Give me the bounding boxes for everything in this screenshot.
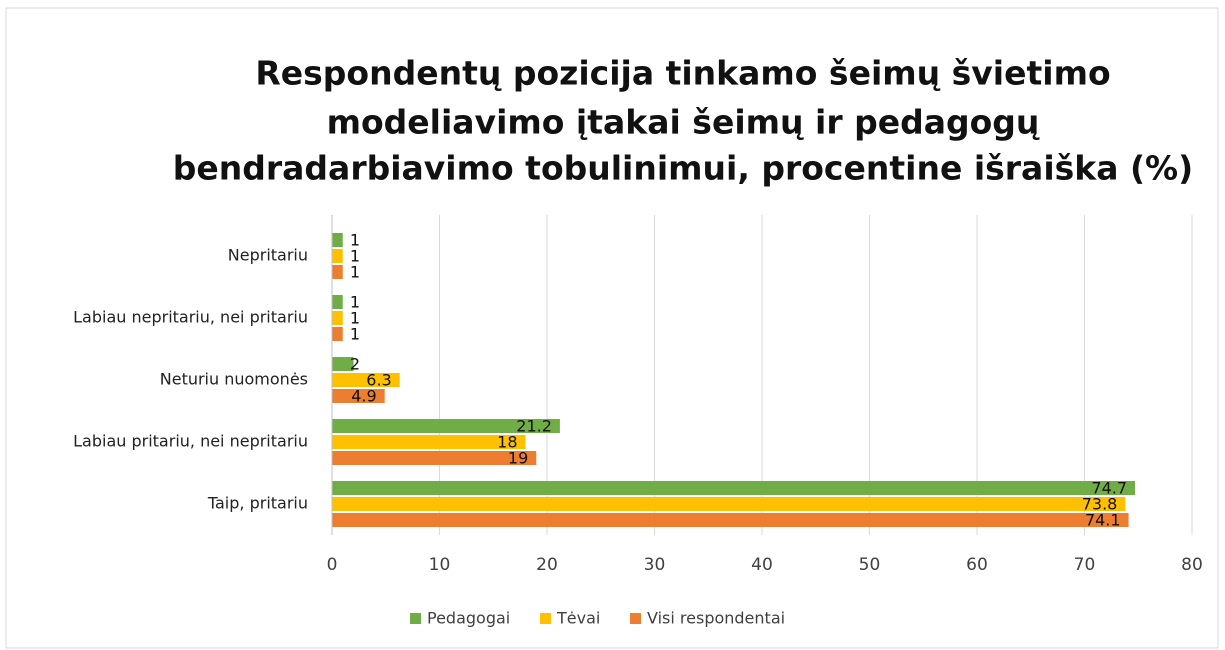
- data-label: 21.2: [516, 417, 552, 436]
- x-tick-label: 0: [327, 555, 338, 575]
- legend-swatch: [410, 613, 421, 624]
- data-label: 19: [508, 449, 528, 468]
- data-label: 2: [350, 355, 360, 374]
- data-label: 4.9: [351, 387, 376, 406]
- bar: [332, 265, 343, 279]
- bar: [332, 435, 526, 449]
- x-tick-label: 50: [859, 555, 881, 575]
- x-tick-label: 40: [751, 555, 773, 575]
- chart-frame: [5, 7, 1219, 649]
- bar: [332, 481, 1136, 495]
- data-label: 1: [350, 293, 360, 312]
- bar: [332, 513, 1129, 527]
- bar: [332, 373, 400, 387]
- data-label: 18: [497, 433, 517, 452]
- bar: [332, 357, 354, 371]
- x-tick-label: 70: [1074, 555, 1096, 575]
- y-tick-label: Labiau nepritariu, nei pritariu: [73, 308, 308, 327]
- data-label: 1: [350, 325, 360, 344]
- chart-title: bendradarbiavimo tobulinimui, procentine…: [173, 149, 1193, 188]
- y-tick-label: Nepritariu: [228, 246, 308, 265]
- legend-swatch: [540, 613, 551, 624]
- y-tick-label: Taip, pritariu: [207, 494, 308, 513]
- y-tick-label: Labiau pritariu, nei nepritariu: [73, 432, 308, 451]
- data-label: 1: [350, 231, 360, 250]
- x-tick-label: 20: [536, 555, 558, 575]
- x-tick-label: 60: [966, 555, 988, 575]
- x-tick-label: 30: [644, 555, 666, 575]
- chart-title: Respondentų pozicija tinkamo šeimų šviet…: [255, 54, 1110, 93]
- x-tick-label: 10: [429, 555, 451, 575]
- bar: [332, 451, 537, 465]
- bar: [332, 233, 343, 247]
- bar: [332, 249, 343, 263]
- bar: [332, 311, 343, 325]
- y-tick-label: Neturiu nuomonės: [160, 370, 308, 389]
- data-label: 1: [350, 263, 360, 282]
- bar: [332, 497, 1126, 511]
- chart-title: modeliavimo įtakai šeimų ir pedagogų: [327, 103, 1040, 142]
- data-label: 73.8: [1082, 495, 1118, 514]
- data-label: 6.3: [366, 371, 391, 390]
- data-label: 1: [350, 247, 360, 266]
- data-label: 1: [350, 309, 360, 328]
- x-tick-label: 80: [1181, 555, 1203, 575]
- data-label: 74.7: [1091, 479, 1127, 498]
- legend-label: Tėvai: [556, 609, 600, 628]
- legend-swatch: [630, 613, 641, 624]
- bar: [332, 419, 560, 433]
- bar: [332, 327, 343, 341]
- bar: [332, 389, 385, 403]
- legend-label: Visi respondentai: [647, 609, 785, 628]
- legend-label: Pedagogai: [427, 609, 510, 628]
- bar: [332, 295, 343, 309]
- data-label: 74.1: [1085, 511, 1121, 530]
